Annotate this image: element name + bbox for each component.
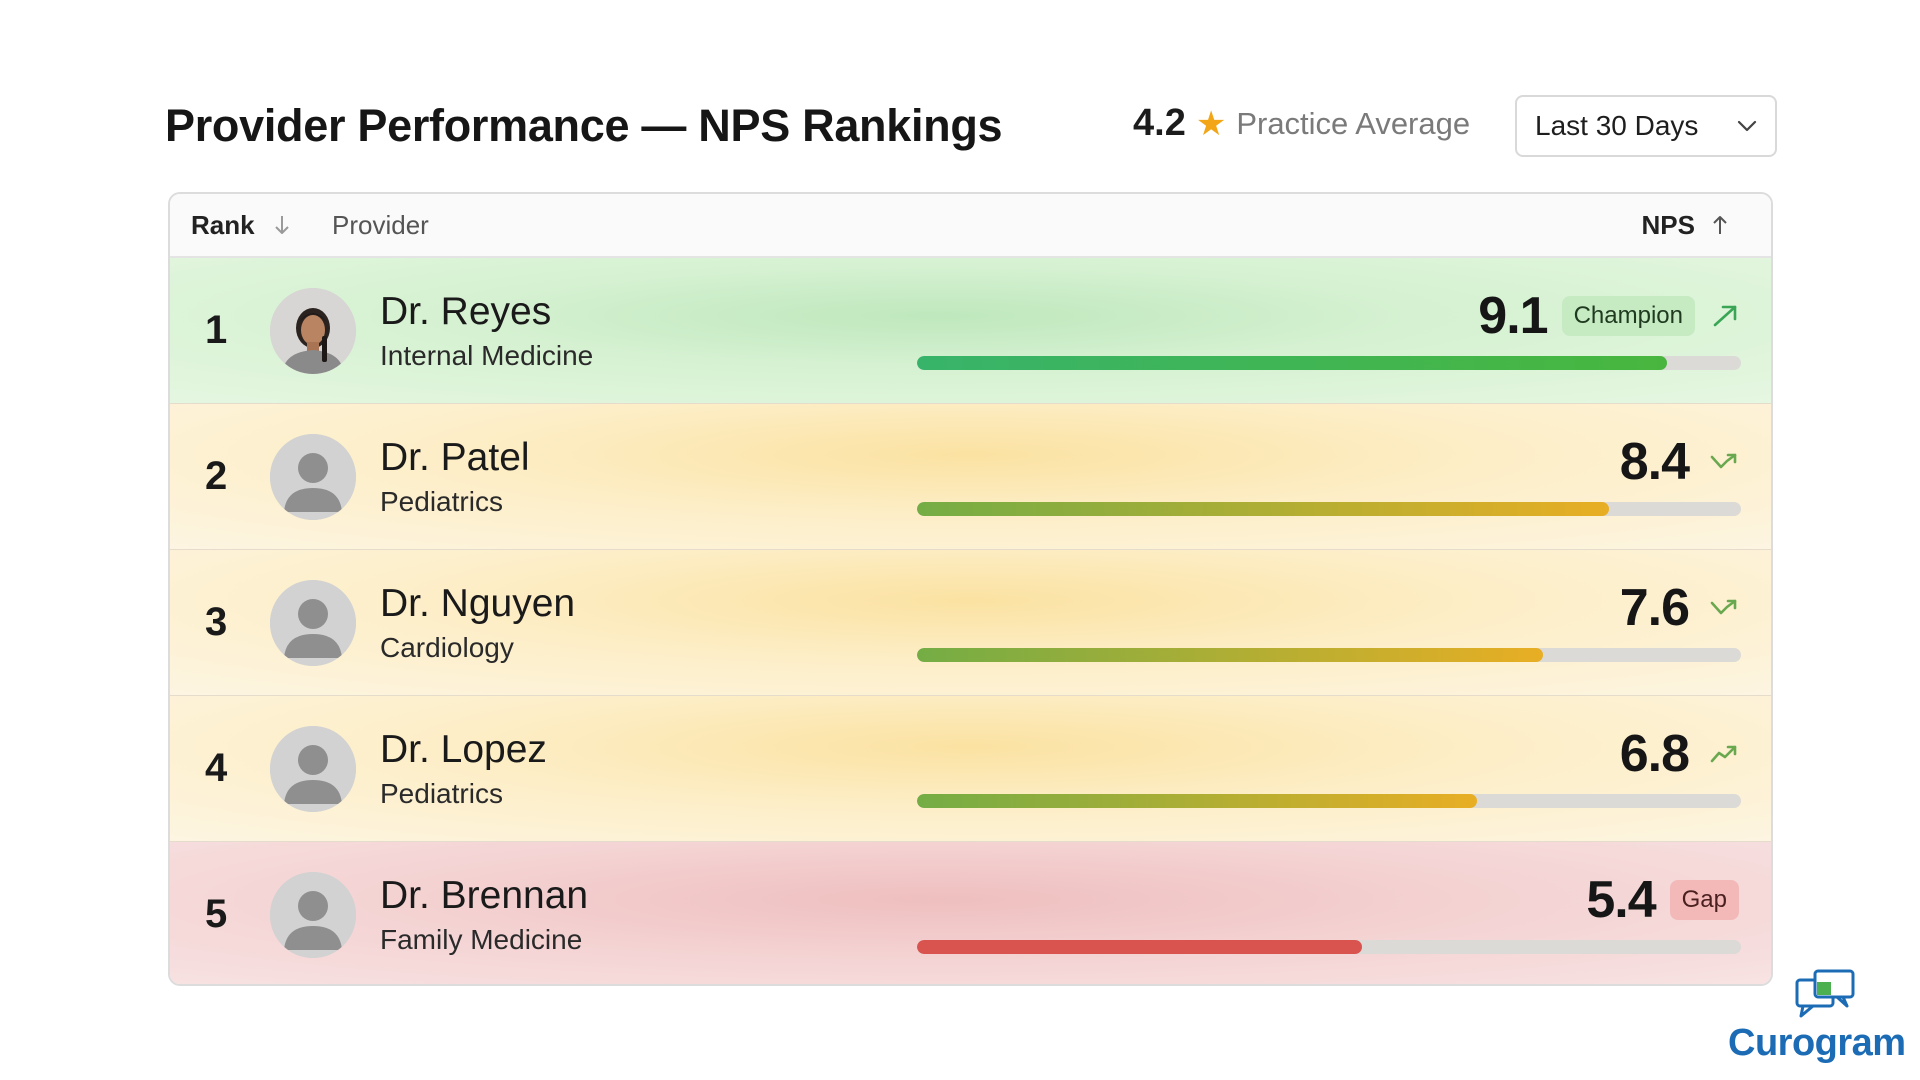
nps-bar-fill	[917, 648, 1544, 662]
practice-average-label: Practice Average	[1236, 105, 1471, 141]
rank-number: 2	[205, 454, 228, 498]
nps-score: 5.4	[1586, 871, 1656, 929]
trend-up-icon	[1713, 305, 1737, 327]
provider-specialty: Pediatrics	[380, 486, 503, 517]
nps-score-group: 5.4 Gap	[1586, 871, 1739, 929]
nps-score: 7.6	[1619, 579, 1690, 637]
provider-specialty: Internal Medicine	[380, 340, 594, 371]
nps-bar-track	[917, 356, 1741, 370]
provider-column-header[interactable]: Provider	[332, 209, 429, 240]
nps-bar-track	[917, 794, 1741, 808]
table-row[interactable]: 2 Dr. Patel Pediatrics 8.4	[170, 404, 1771, 550]
nps-bar-fill	[917, 794, 1478, 808]
avatar-placeholder-icon	[270, 434, 356, 520]
page-title: Provider Performance — NPS Rankings	[165, 100, 1003, 151]
gap-badge: Gap	[1669, 880, 1739, 920]
nps-bar-track	[917, 502, 1741, 516]
provider-name[interactable]: Dr. Brennan	[380, 874, 589, 917]
avatar-placeholder-icon	[270, 580, 356, 666]
rank-column-header[interactable]: Rank	[191, 210, 291, 241]
table-row[interactable]: 5 Dr. Brennan Family Medicine 5.4 Gap	[170, 842, 1771, 984]
rank-number: 3	[205, 600, 228, 644]
nps-bar-track	[917, 648, 1741, 662]
nps-score-group: 6.8	[1619, 725, 1739, 783]
provider-specialty: Pediatrics	[380, 778, 503, 809]
sort-down-arrow-icon	[274, 216, 289, 234]
brand-logo: Curogram	[1728, 968, 1906, 1065]
nps-score-group: 9.1 Champion	[1478, 287, 1739, 345]
rank-number: 1	[205, 308, 228, 352]
avatar	[270, 288, 356, 374]
table-header: Rank Provider NPS	[170, 194, 1771, 258]
table-row[interactable]: 1 Dr. Reyes Internal Medicine 9.1 Champion	[170, 258, 1771, 404]
rankings-table: Rank Provider NPS 1 Dr. Reyes Internal Med…	[168, 192, 1773, 986]
nps-rankings-panel: Provider Performance — NPS Rankings 4.2 …	[130, 74, 1906, 1064]
nps-column-label: NPS	[1641, 209, 1695, 240]
trend-up-icon	[1710, 599, 1737, 615]
rank-number: 5	[205, 892, 228, 936]
trend-up-icon	[1710, 453, 1737, 469]
nps-bar-fill	[917, 502, 1610, 516]
nps-score-group: 7.6	[1619, 579, 1739, 637]
nps-bar-track	[917, 940, 1741, 954]
avatar	[270, 580, 356, 666]
provider-name[interactable]: Dr. Lopez	[380, 728, 547, 771]
avatar-placeholder-icon	[270, 726, 356, 812]
champion-badge: Champion	[1561, 296, 1695, 336]
avatar	[270, 434, 356, 520]
avatar	[270, 726, 356, 812]
table-row[interactable]: 3 Dr. Nguyen Cardiology 7.6	[170, 550, 1771, 696]
nps-score-group: 8.4	[1619, 433, 1739, 491]
sort-up-arrow-icon	[1713, 216, 1727, 234]
rank-number: 4	[205, 746, 228, 790]
practice-average: 4.2 ★ Practice Average	[1133, 102, 1470, 145]
nps-bar-fill	[917, 940, 1362, 954]
chat-bubbles-icon	[1795, 969, 1855, 1018]
provider-name[interactable]: Dr. Reyes	[380, 290, 552, 333]
provider-specialty: Cardiology	[380, 632, 514, 663]
nps-score: 6.8	[1619, 725, 1690, 783]
nps-score: 8.4	[1619, 433, 1690, 491]
rank-column-label: Rank	[191, 209, 255, 240]
provider-name[interactable]: Dr. Patel	[380, 436, 530, 479]
provider-photo	[270, 288, 356, 374]
table-row[interactable]: 4 Dr. Lopez Pediatrics 6.8	[170, 696, 1771, 842]
date-range-dropdown[interactable]: Last 30 Days	[1515, 95, 1777, 157]
star-icon: ★	[1195, 104, 1227, 143]
practice-average-value: 4.2	[1133, 102, 1186, 144]
chevron-down-icon	[1737, 120, 1757, 132]
trend-up-icon	[1710, 745, 1737, 763]
avatar	[270, 872, 356, 958]
brand-name: Curogram	[1728, 1022, 1906, 1064]
nps-column-header[interactable]: NPS	[1642, 210, 1729, 241]
avatar-placeholder-icon	[270, 872, 356, 958]
nps-score: 9.1	[1478, 287, 1548, 345]
provider-specialty: Family Medicine	[380, 924, 583, 955]
date-range-value: Last 30 Days	[1535, 110, 1699, 141]
nps-bar-fill	[917, 356, 1667, 370]
provider-name[interactable]: Dr. Nguyen	[380, 582, 576, 625]
